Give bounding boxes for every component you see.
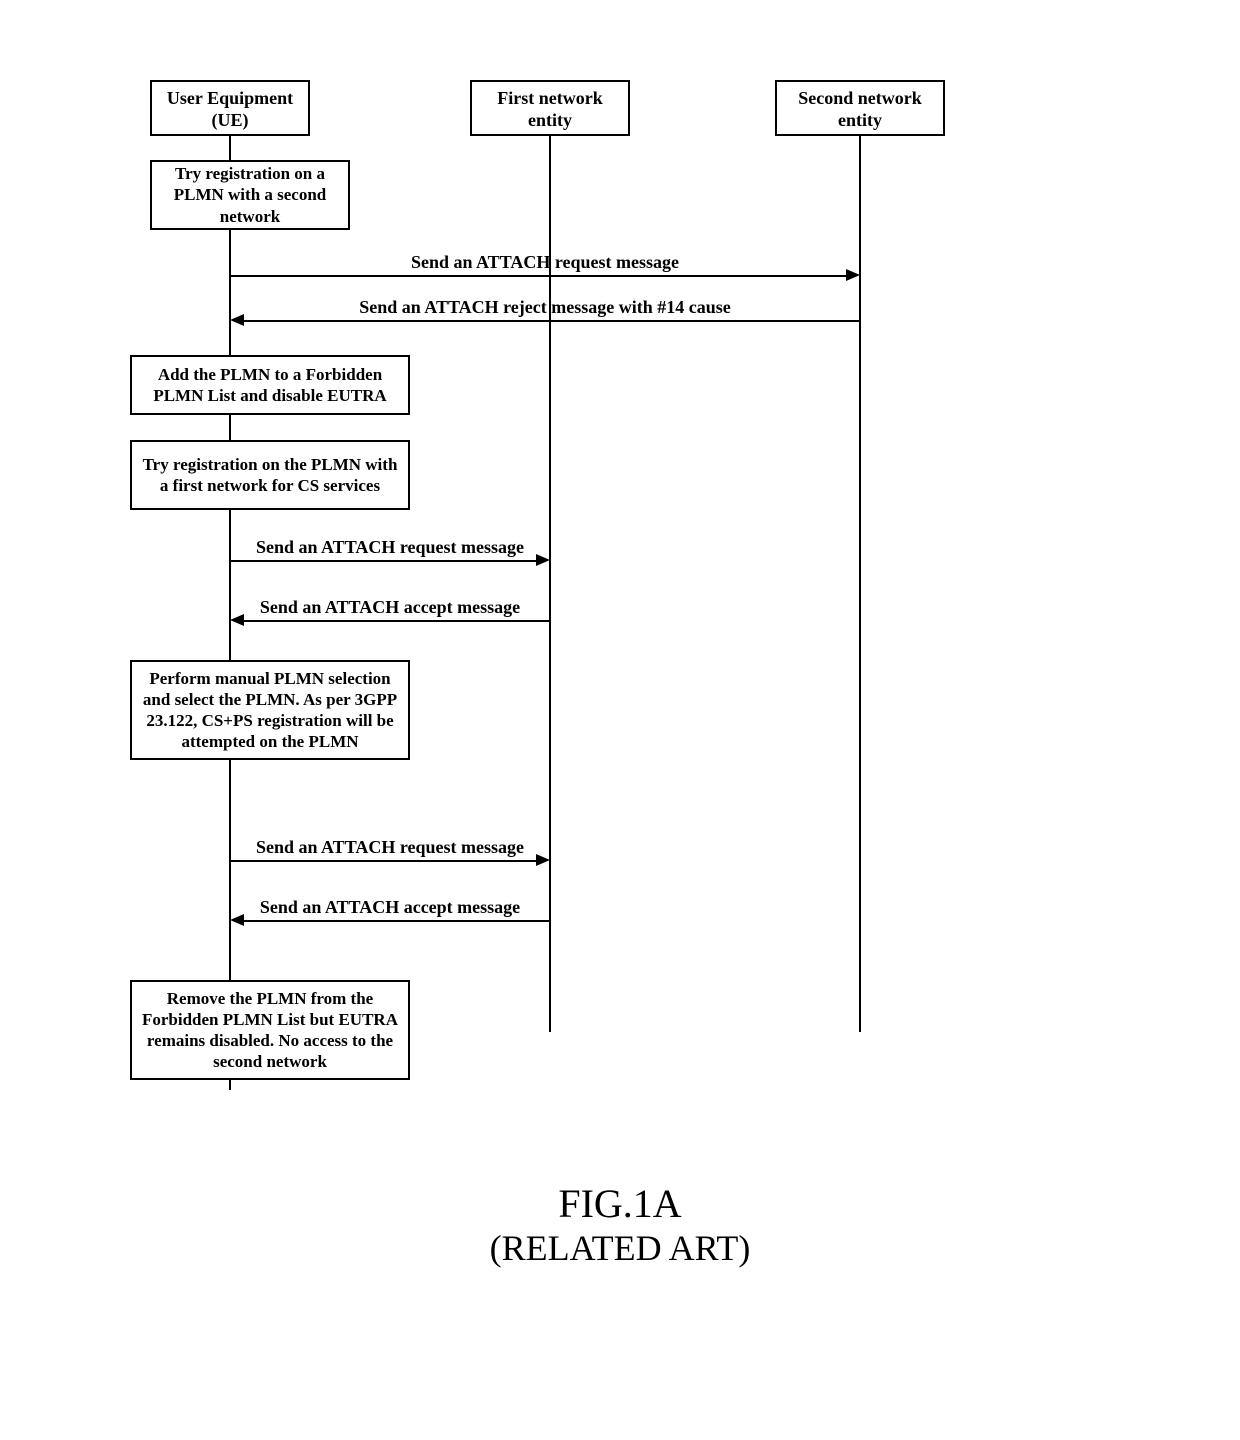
msg-attach-accept-2: Send an ATTACH accept message: [230, 897, 550, 918]
participant-first-label: First network entity: [497, 88, 602, 130]
participant-ue: User Equipment (UE): [150, 80, 310, 136]
arrow-head-right-icon: [536, 554, 550, 566]
msg-attach-accept-1: Send an ATTACH accept message: [230, 597, 550, 618]
step-label: Remove the PLMN from the Forbidden PLMN …: [142, 988, 398, 1073]
arrow-line: [242, 320, 860, 322]
arrow-line: [230, 275, 848, 277]
step-label: Add the PLMN to a Forbidden PLMN List an…: [142, 364, 398, 407]
step-add-forbidden-disable-eutra: Add the PLMN to a Forbidden PLMN List an…: [130, 355, 410, 415]
msg-attach-request-1: Send an ATTACH request message: [230, 252, 860, 273]
step-try-registration-second: Try registration on a PLMN with a second…: [150, 160, 350, 230]
participant-first-network: First network entity: [470, 80, 630, 136]
arrow-line: [242, 620, 550, 622]
arrow-head-right-icon: [846, 269, 860, 281]
step-manual-plmn-selection: Perform manual PLMN selection and select…: [130, 660, 410, 760]
msg-attach-request-3: Send an ATTACH request message: [230, 837, 550, 858]
step-label: Try registration on a PLMN with a second…: [162, 163, 338, 227]
arrow-head-right-icon: [536, 854, 550, 866]
arrow-line: [242, 920, 550, 922]
caption-title: FIG.1A: [120, 1180, 1120, 1227]
arrow-line: [230, 860, 538, 862]
participant-second-network: Second network entity: [775, 80, 945, 136]
participant-ue-label: User Equipment (UE): [167, 88, 293, 130]
arrow-head-left-icon: [230, 614, 244, 626]
msg-attach-request-2: Send an ATTACH request message: [230, 537, 550, 558]
arrow-head-left-icon: [230, 314, 244, 326]
arrow-line: [230, 560, 538, 562]
step-try-registration-first-cs: Try registration on the PLMN with a firs…: [130, 440, 410, 510]
step-label: Try registration on the PLMN with a firs…: [142, 454, 398, 497]
arrow-head-left-icon: [230, 914, 244, 926]
participant-second-label: Second network entity: [798, 88, 922, 130]
step-remove-forbidden-eutra-disabled: Remove the PLMN from the Forbidden PLMN …: [130, 980, 410, 1080]
step-label: Perform manual PLMN selection and select…: [142, 668, 398, 753]
caption-subtitle: (RELATED ART): [120, 1227, 1120, 1269]
figure-caption: FIG.1A (RELATED ART): [120, 1180, 1120, 1269]
msg-attach-reject: Send an ATTACH reject message with #14 c…: [230, 297, 860, 318]
sequence-diagram: User Equipment (UE) First network entity…: [120, 80, 1120, 1280]
